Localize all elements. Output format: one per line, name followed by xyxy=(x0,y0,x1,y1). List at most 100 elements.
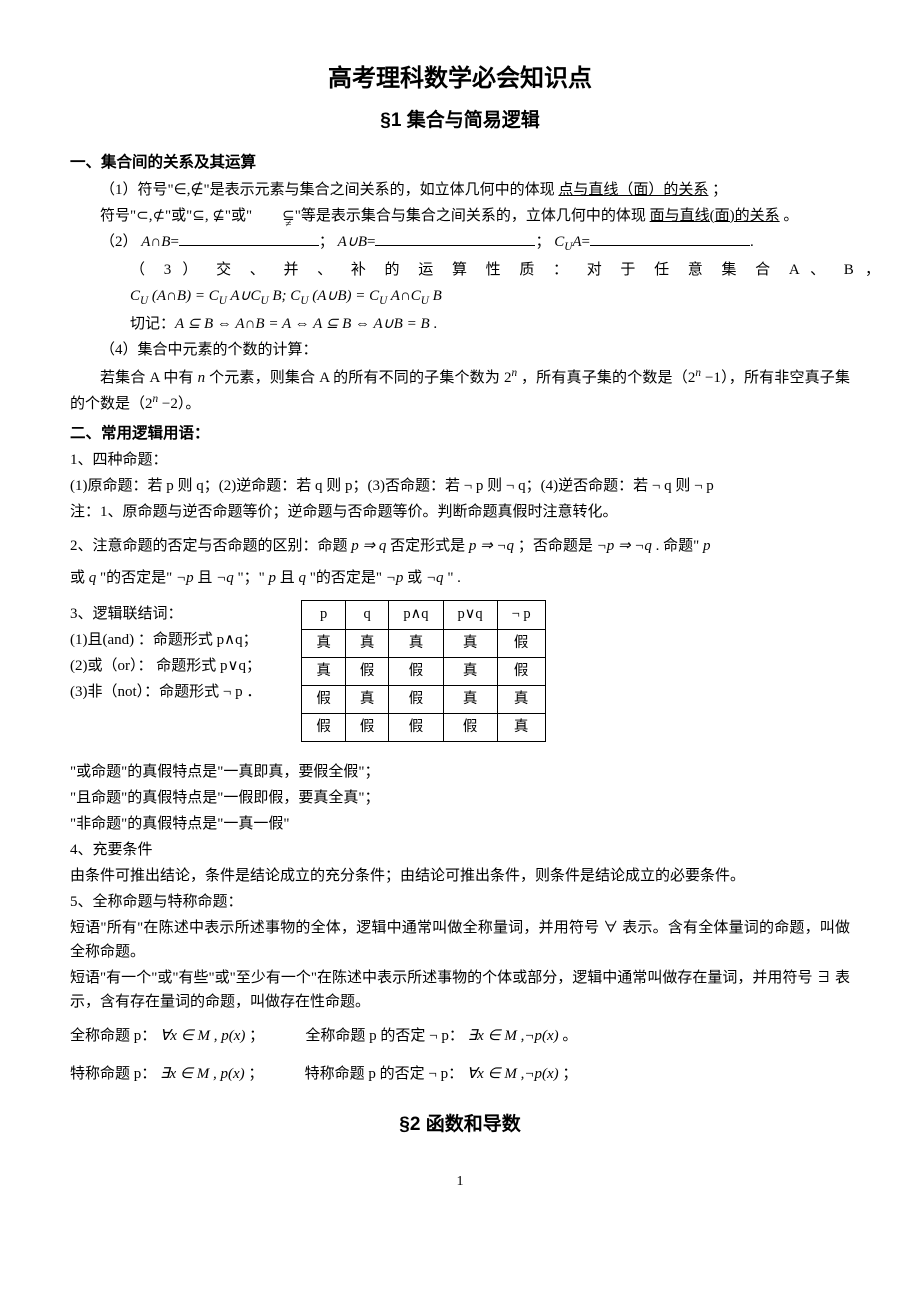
text: ； 特称命题 p 的否定 ¬ p： xyxy=(245,1066,467,1082)
text: ； xyxy=(708,182,727,198)
page-title: 高考理科数学必会知识点 xyxy=(70,60,850,98)
underline-answer: 点与直线（面）的关系 xyxy=(558,182,708,198)
table-row: 假假假假真 xyxy=(302,714,545,742)
math: ∀x ∈ M , p(x) xyxy=(160,1028,245,1044)
table-cell: 真 xyxy=(302,629,346,657)
text: 个元素，则集合 A 的所有不同的子集个数为 xyxy=(205,370,504,386)
b: 2 xyxy=(145,396,153,412)
p15: (3)非（not）：命题形式 ¬ p ． xyxy=(70,680,261,704)
math: ¬p ⇒ ¬q xyxy=(597,538,652,554)
para-note: 注：1、原命题与逆否命题等价；逆命题与否命题等价。判断命题真假时注意转化。 xyxy=(70,500,850,524)
math: ¬p xyxy=(386,570,404,586)
math: A∪B xyxy=(338,234,367,250)
para-demorgan: CU (A∩B) = CU A∪CU B; CU (A∪B) = CU A∩CU… xyxy=(70,284,850,310)
math: p xyxy=(269,570,277,586)
heading-sets: 一、集合间的关系及其运算 xyxy=(70,151,850,176)
text: . 命题" xyxy=(652,538,703,554)
math: ¬q xyxy=(426,570,444,586)
eq: = xyxy=(367,234,375,250)
text: ； xyxy=(319,234,338,250)
text: （1）符号" xyxy=(100,182,174,198)
p18: "非命题"的真假特点是"一真一假" xyxy=(70,812,850,836)
section1-title: §1 集合与简易逻辑 xyxy=(70,106,850,136)
para-4props-head: 1、四种命题： xyxy=(70,448,850,472)
text: 全称命题 p： xyxy=(70,1028,160,1044)
table-header: ¬ p xyxy=(497,601,545,629)
table-cell: 假 xyxy=(302,685,346,713)
table-cell: 假 xyxy=(389,714,443,742)
two-n-1: 2n −1 xyxy=(688,370,721,386)
text: "或" xyxy=(165,208,192,224)
table-cell: 真 xyxy=(302,657,346,685)
table-cell: 假 xyxy=(443,714,497,742)
text: ，所有真子集的个数是（ xyxy=(517,370,688,386)
table-cell: 真 xyxy=(443,629,497,657)
para-4props: (1)原命题：若 p 则 q；(2)逆命题：若 q 则 p；(3)否命题：若 ¬… xyxy=(70,474,850,498)
text: 或 xyxy=(70,570,89,586)
math: ∃x ∈ M , p(x) xyxy=(160,1066,245,1082)
table-header: p∧q xyxy=(389,601,443,629)
math: ¬q xyxy=(216,570,234,586)
para-negation: 2、注意命题的否定与否命题的区别：命题 p ⇒ q 否定形式是 p ⇒ ¬q ；… xyxy=(70,534,850,558)
text: "的否定是" xyxy=(306,570,386,586)
text: （ 3 ） 交 、 并 、 补 的 运 算 性 质 ： 对 于 任 意 集 合 … xyxy=(100,258,880,282)
underline-answer: 面与直线(面)的关系 xyxy=(650,208,780,224)
table-cell: 真 xyxy=(443,657,497,685)
text: "或" xyxy=(225,208,252,224)
math: ∈,∉ xyxy=(174,182,204,198)
text: " . xyxy=(444,570,461,586)
text: "等是表示集合与集合之间关系的，立体几何中的体现 xyxy=(295,208,650,224)
table-cell: 假 xyxy=(345,657,389,685)
heading-logic: 二、常用逻辑用语： xyxy=(70,422,850,447)
table-row: 假真假真真 xyxy=(302,685,545,713)
table-cell: 真 xyxy=(497,714,545,742)
page-number: 1 xyxy=(70,1171,850,1193)
truth-table: pqp∧qp∨q¬ p 真真真真假真假假真假假真假真真假假假假真 xyxy=(301,600,545,742)
p14: (2)或（or）： 命题形式 p∨q； xyxy=(70,654,261,678)
eq: = xyxy=(582,234,590,250)
text: 且 xyxy=(276,570,299,586)
sym-bot: ≠ xyxy=(255,216,291,234)
table-cell: 假 xyxy=(302,714,346,742)
table-row: 真假假真假 xyxy=(302,657,545,685)
p20: 由条件可推出结论，条件是结论成立的充分条件；由结论可推出条件，则条件是结论成立的… xyxy=(70,864,850,888)
p21: 5、全称命题与特称命题： xyxy=(70,890,850,914)
table-cell: 真 xyxy=(345,685,389,713)
math: ⊂,⊄ xyxy=(136,208,165,224)
text: 符号" xyxy=(100,208,136,224)
p12: 3、逻辑联结词： xyxy=(70,602,261,626)
math: q xyxy=(299,570,307,586)
blank-input xyxy=(179,230,319,246)
text: "；" xyxy=(234,570,269,586)
text: 切记： xyxy=(130,316,175,332)
text: 或 xyxy=(403,570,426,586)
connectives-text: 3、逻辑联结词： (1)且(and) ：命题形式 p∧q； (2)或（or）： … xyxy=(70,600,261,706)
p22: 短语"所有"在陈述中表示所述事物的全体，逻辑中通常叫做全称量词，并用符号 ∀ 表… xyxy=(70,916,850,964)
table-header: q xyxy=(345,601,389,629)
para-symbol-subset: 符号"⊂,⊄"或"⊆, ⊈"或"⊆≠"等是表示集合与集合之间关系的，立体几何中的… xyxy=(70,204,850,228)
para-blanks: （2） A∩B=； A∪B=； CUA=. xyxy=(70,230,850,256)
text: 否定形式是 xyxy=(386,538,469,554)
math: ¬p xyxy=(176,570,194,586)
para-count: 若集合 A 中有 n 个元素，则集合 A 的所有不同的子集个数为 2n ，所有真… xyxy=(70,364,850,416)
table-header: p∨q xyxy=(443,601,497,629)
text: ； xyxy=(559,1066,578,1082)
math: p ⇒ ¬q xyxy=(469,538,514,554)
p17: "且命题"的真假特点是"一假即假，要真全真"； xyxy=(70,786,850,810)
para-remember: 切记：A ⊆ B ⇔ A∩B = A ⇔ A ⊆ B ⇔ A∪B = B . xyxy=(70,312,850,336)
math: ∀x ∈ M ,¬p(x) xyxy=(467,1066,559,1082)
p16: "或命题"的真假特点是"一真即真，要假全假"； xyxy=(70,760,850,784)
text: ； xyxy=(535,234,554,250)
subsetneq-symbol: ⊆≠ xyxy=(252,204,295,228)
two-n: 2n xyxy=(504,370,517,386)
text: 。 xyxy=(780,208,799,224)
table-cell: 真 xyxy=(345,629,389,657)
text: ）。 xyxy=(178,396,201,412)
math: p xyxy=(703,538,711,554)
text: 特称命题 p： xyxy=(70,1066,160,1082)
table-cell: 真 xyxy=(497,685,545,713)
table-cell: 假 xyxy=(389,685,443,713)
para-negation2: 或 q "的否定是" ¬p 且 ¬q "；" p 且 q "的否定是" ¬p 或… xyxy=(70,566,850,590)
math-formula: CU (A∩B) = CU A∪CU B; CU (A∪B) = CU A∩CU… xyxy=(130,288,442,304)
math: CUA xyxy=(554,234,581,250)
